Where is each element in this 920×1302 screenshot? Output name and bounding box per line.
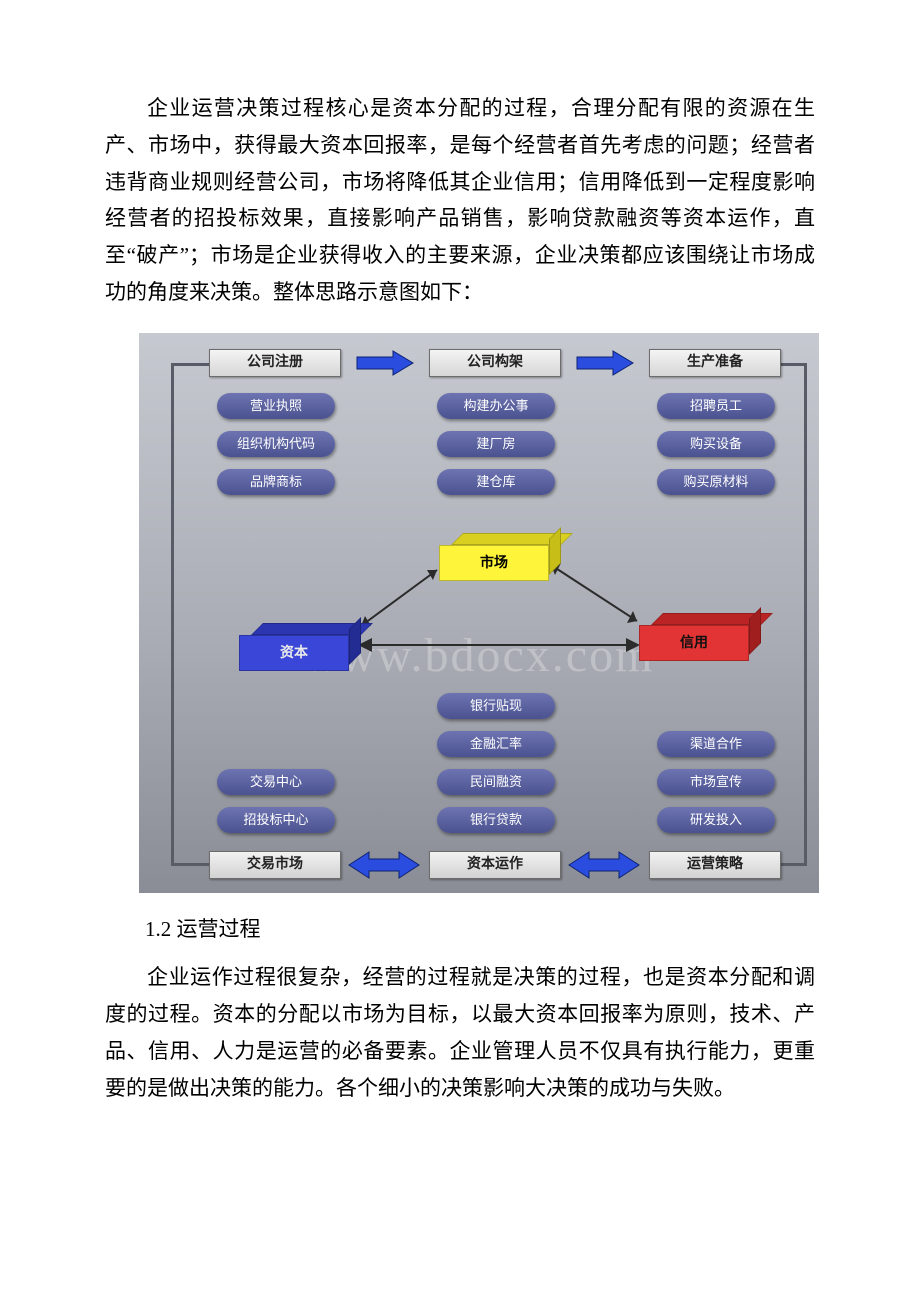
pill-5: 建仓库 <box>437 469 555 495</box>
pill-12: 银行贷款 <box>437 807 555 833</box>
frame-line-bottom-left <box>171 863 209 866</box>
pill-11: 民间融资 <box>437 769 555 795</box>
arrow-footer-1 <box>347 849 421 881</box>
paragraph-1: 企业运营决策过程核心是资本分配的过程，合理分配有限的资源在生产、市场中，获得最大… <box>105 90 815 311</box>
header-box-1: 公司构架 <box>429 349 561 377</box>
frame-line-top-right <box>781 363 807 366</box>
arrow-capital-credit <box>354 633 644 657</box>
pill-16: 交易中心 <box>217 769 335 795</box>
pill-13: 渠道合作 <box>657 731 775 757</box>
pill-15: 研发投入 <box>657 807 775 833</box>
pill-7: 购买设备 <box>657 431 775 457</box>
flow-diagram: www.bdocx.com <box>139 333 819 893</box>
diagram-container: www.bdocx.com <box>139 333 815 893</box>
frame-line-top-left <box>171 363 209 366</box>
footer-box-2: 运营策略 <box>649 851 781 879</box>
center-box-2: 信用 <box>639 613 749 651</box>
arrow-header-2 <box>575 349 635 377</box>
pill-9: 银行贴现 <box>437 693 555 719</box>
header-box-0: 公司注册 <box>209 349 341 377</box>
document-page: 企业运营决策过程核心是资本分配的过程，合理分配有限的资源在生产、市场中，获得最大… <box>0 0 920 1184</box>
pill-3: 构建办公事 <box>437 393 555 419</box>
header-box-2: 生产准备 <box>649 349 781 377</box>
center-box-0: 市场 <box>439 533 549 571</box>
arrow-footer-2 <box>567 849 641 881</box>
arrow-header-1 <box>355 349 415 377</box>
pill-6: 招聘员工 <box>657 393 775 419</box>
paragraph-2: 企业运作过程很复杂，经营的过程就是决策的过程，也是资本分配和调度的过程。资本的分… <box>105 959 815 1106</box>
pill-17: 招投标中心 <box>217 807 335 833</box>
pill-10: 金融汇率 <box>437 731 555 757</box>
pill-1: 组织机构代码 <box>217 431 335 457</box>
frame-line-bottom-right <box>781 863 807 866</box>
footer-box-0: 交易市场 <box>209 851 341 879</box>
pill-14: 市场宣传 <box>657 769 775 795</box>
pill-2: 品牌商标 <box>217 469 335 495</box>
footer-box-1: 资本运作 <box>429 851 561 879</box>
pill-0: 营业执照 <box>217 393 335 419</box>
pill-8: 购买原材料 <box>657 469 775 495</box>
section-1-2-heading: 1.2 运营过程 <box>145 911 815 948</box>
frame-line-right <box>804 363 807 865</box>
pill-4: 建厂房 <box>437 431 555 457</box>
frame-line-left <box>171 363 174 865</box>
center-box-1: 资本 <box>239 623 349 661</box>
